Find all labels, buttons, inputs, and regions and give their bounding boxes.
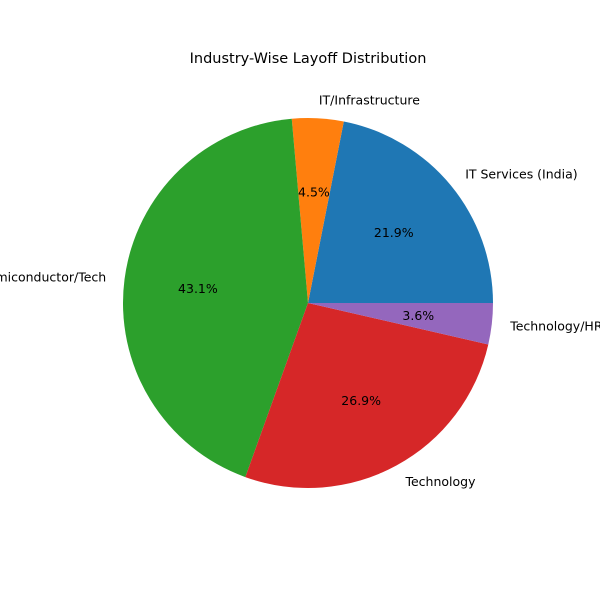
slice-labels: IT Services (India) IT/Infrastructure Semi… [0,92,600,489]
chart-title: Industry-Wise Layoff Distribution [190,51,427,67]
percent-label-it-infrastructure: 4.5% [298,185,330,200]
percent-label-technology-hr: 3.6% [402,308,434,323]
slice-label-semiconductor-tech: Semiconductor/Tech [0,269,106,284]
slice-label-it-services-india: IT Services (India) [465,166,577,181]
slice-label-technology-hr: Technology/HR [509,318,600,333]
percent-labels: 21.9% 4.5% 43.1% 26.9% 3.6% [178,185,434,408]
pie-slice-it-infrastructure [291,118,344,303]
percent-label-technology: 26.9% [341,393,381,408]
slice-label-technology: Technology [404,474,476,489]
percent-label-semiconductor-tech: 43.1% [178,281,218,296]
pie-slice-semiconductor-tech [122,118,308,478]
pie-slices [122,118,493,489]
pie-slice-technology-hr [308,303,493,345]
pie-slice-technology [245,303,489,489]
slice-label-it-infrastructure: IT/Infrastructure [319,92,420,107]
percent-label-it-services-india: 21.9% [374,225,414,240]
pie-slice-it-services-india [308,121,493,303]
